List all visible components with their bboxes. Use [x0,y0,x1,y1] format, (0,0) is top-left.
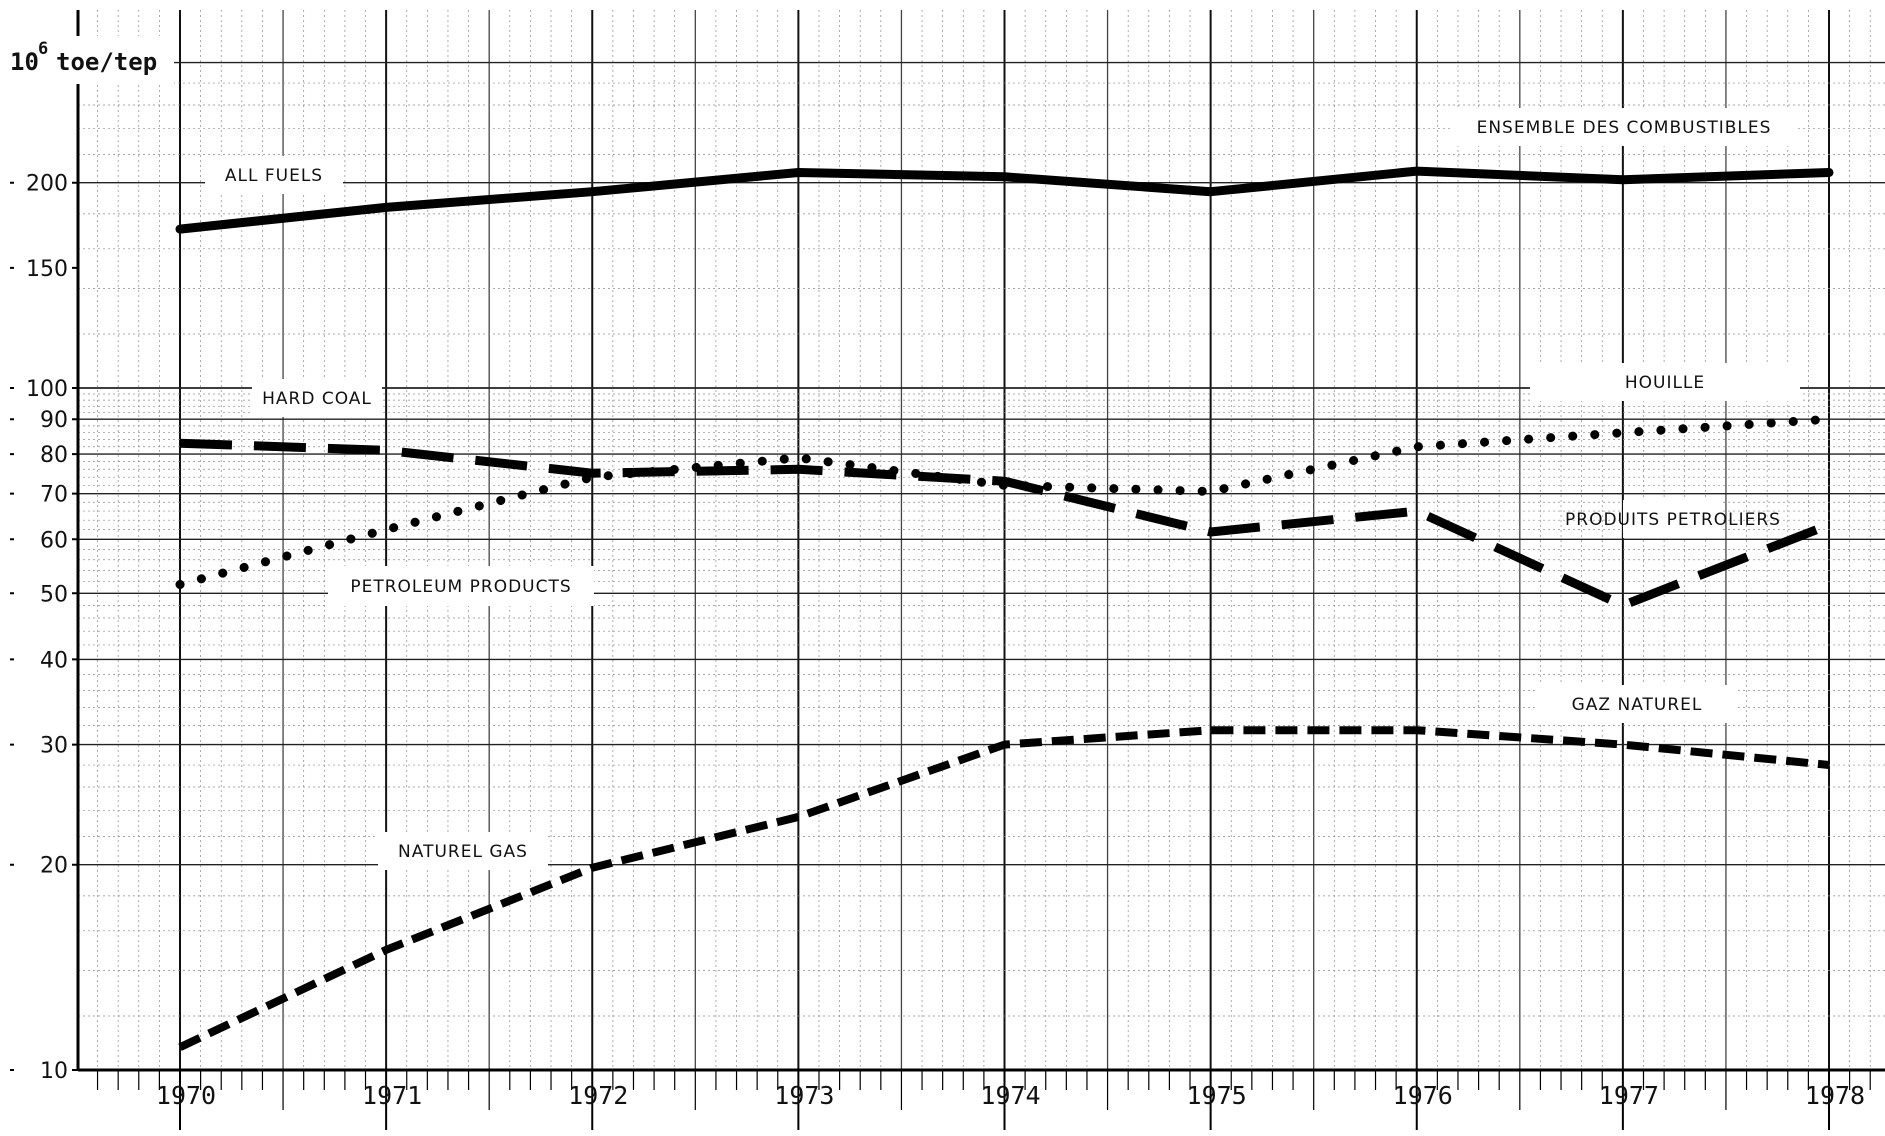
x-tick-label: 1974 [980,1081,1040,1110]
x-tick-labels: 1970 1971 1972 1973 1974 1975 1976 1977 1978 [156,1081,1865,1110]
series-label-natural-gas: GAZ NATUREL [1572,695,1703,715]
y-unit-text: toe/tep [56,48,157,76]
series-label-natural-gas: NATUREL GAS [398,842,528,862]
y-tick-bg [14,167,72,196]
y-tick-label: 70 [40,483,68,508]
series-label-bg [205,156,343,194]
chart-axes [0,10,1885,1136]
series-label-bg [1623,500,1723,538]
y-tick-labels: 10 20 30 40 50 60 70 80 90 100 150 200 [10,167,78,1084]
x-tick-label: 1975 [1187,1081,1247,1110]
y-tick-bg [14,524,72,553]
y-tick-label: 40 [40,648,68,673]
y-tick-label: 10 [40,1059,68,1084]
series-line-petroleum-products [175,414,1834,589]
y-tick-bg [14,404,72,433]
series-lines [175,166,1834,1051]
y-tick-label: 100 [26,377,68,402]
y-tick-bg [14,252,72,281]
series-label-bg [378,832,548,870]
y-tick-label: 30 [40,734,68,759]
y-tick-label: 60 [40,528,68,553]
x-tick-label: 1972 [568,1081,628,1110]
series-label-petroleum-products: PETROLEUM PRODUCTS [350,577,571,597]
y-tick-label: 50 [40,582,68,607]
series-labels: ALL FUELS ENSEMBLE DES COMBUSTIBLES HARD C… [205,108,1800,870]
series-label-bg [1536,685,1738,723]
series-label-hard-coal: HOUILLE [1625,373,1705,393]
series-label-all-fuels: ALL FUELS [225,166,323,186]
y-tick-label: 20 [40,854,68,879]
series-label-all-fuels: ENSEMBLE DES COMBUSTIBLES [1477,118,1772,138]
y-tick-bg [14,644,72,673]
series-label-bg [252,379,382,417]
y-tick-bg [14,849,72,878]
y-tick-bg [14,373,72,401]
series-line-natural-gas [178,726,1830,1051]
y-tick-label: 90 [40,408,68,433]
x-tick-label: 1977 [1599,1081,1659,1110]
y-tick-label: 200 [26,172,68,197]
x-tick-label: 1976 [1393,1081,1453,1110]
y-unit-base: 10 [10,48,39,76]
x-tick-label: 1973 [774,1081,834,1110]
y-tick-label: 80 [40,443,68,468]
y-tick-label: 150 [26,257,68,282]
x-tick-label: 1970 [156,1081,216,1110]
y-tick-bg [14,578,72,607]
y-tick-bg [14,478,72,507]
y-axis-unit-label: 10 6 toe/tep [6,36,174,84]
y-unit-exponent: 6 [38,39,48,59]
series-label-petroleum-products: PRODUITS PETROLIERS [1565,510,1781,530]
x-tick-label: 1971 [362,1081,422,1110]
series-label-bg [1452,108,1796,146]
y-tick-bg [14,1055,72,1083]
series-label-hard-coal: HARD COAL [262,389,372,409]
y-tick-bg [14,439,72,468]
series-label-bg [328,566,594,606]
y-tick-bg [14,729,72,758]
series-label-bg [1530,363,1800,401]
series-line-all-fuels [175,166,1834,234]
x-tick-label: 1978 [1805,1081,1865,1110]
